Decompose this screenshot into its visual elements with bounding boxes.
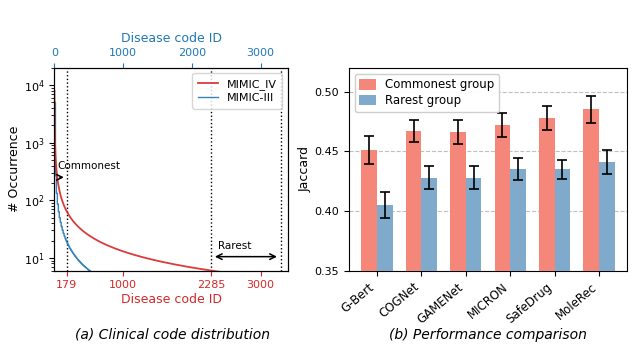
MIMIC_IV	[223, 271, 231, 275]
Bar	[406, 131, 421, 347]
MIMIC_IV	[262, 271, 269, 275]
MIMIC-III	[209, 271, 216, 275]
Bar	[495, 125, 510, 347]
MIMIC_IV	[102, 243, 110, 247]
Text: Rarest: Rarest	[218, 240, 252, 251]
Y-axis label: Jaccard: Jaccard	[298, 146, 312, 192]
MIMIC_IV	[277, 271, 285, 275]
MIMIC_IV	[107, 245, 115, 249]
Y-axis label: # Occurrence: # Occurrence	[8, 126, 21, 212]
MIMIC_IV	[51, 88, 58, 93]
Bar	[599, 162, 614, 347]
Bar	[451, 132, 466, 347]
Bar	[584, 109, 599, 347]
X-axis label: Disease code ID: Disease code ID	[121, 32, 221, 45]
MIMIC-III	[202, 271, 210, 275]
Line: MIMIC_IV: MIMIC_IV	[54, 91, 281, 273]
Bar	[510, 169, 525, 347]
MIMIC-III	[51, 100, 58, 104]
Text: Commonest: Commonest	[58, 161, 121, 171]
Bar	[539, 118, 555, 347]
Text: (a) Clinical code distribution: (a) Clinical code distribution	[76, 328, 270, 342]
X-axis label: Disease code ID: Disease code ID	[121, 293, 221, 306]
Bar	[362, 150, 377, 347]
Bar	[377, 205, 392, 347]
Legend: Commonest group, Rarest group: Commonest group, Rarest group	[355, 74, 499, 112]
MIMIC-III	[89, 271, 97, 275]
MIMIC_IV	[184, 265, 191, 269]
Bar	[421, 178, 437, 347]
Legend: MIMIC_IV, MIMIC-III: MIMIC_IV, MIMIC-III	[193, 73, 282, 109]
MIMIC-III	[138, 271, 145, 275]
MIMIC_IV	[257, 271, 264, 275]
MIMIC-III	[167, 271, 175, 275]
Line: MIMIC-III: MIMIC-III	[54, 102, 247, 273]
MIMIC_IV	[272, 271, 280, 275]
Text: (b) Performance comparison: (b) Performance comparison	[388, 328, 587, 342]
MIMIC-III	[122, 271, 130, 275]
Bar	[466, 178, 481, 347]
MIMIC-III	[243, 271, 251, 275]
Bar	[555, 169, 570, 347]
MIMIC-III	[242, 271, 250, 275]
